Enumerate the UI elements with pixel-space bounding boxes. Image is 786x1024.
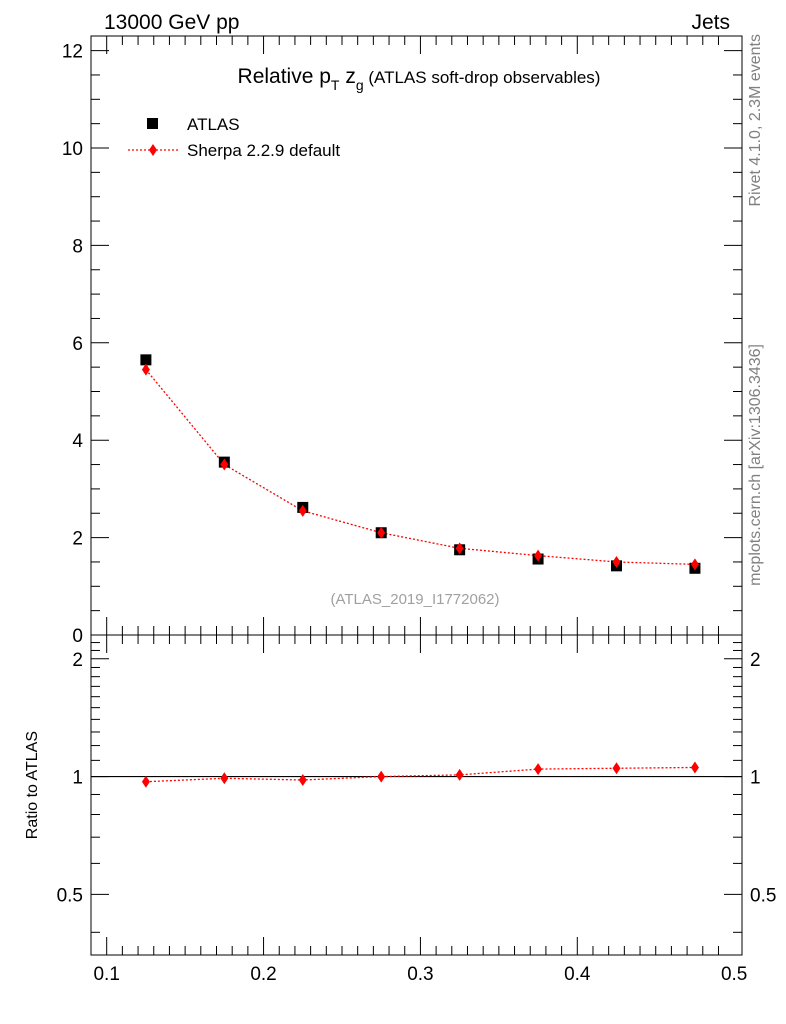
x-tick-label: 0.4 bbox=[564, 964, 591, 985]
legend-sherpa-label: Sherpa 2.2.9 default bbox=[187, 141, 340, 160]
ratio-point bbox=[298, 773, 307, 786]
mcplots-label: mcplots.cern.ch [arXiv:1306.3436] bbox=[747, 344, 764, 586]
process-label: Jets bbox=[691, 11, 730, 34]
x-axis: 0.1 0.2 0.3 0.4 0.5 bbox=[90, 36, 747, 985]
sherpa-point bbox=[534, 549, 543, 562]
ratio-y-label: Ratio to ATLAS bbox=[24, 731, 41, 839]
ratio-point bbox=[455, 768, 464, 781]
rivet-label: Rivet 4.1.0, 2.3M events bbox=[747, 34, 764, 207]
main-y-axis: 0 2 4 6 8 10 12 bbox=[62, 42, 742, 647]
ratio-point bbox=[377, 770, 386, 783]
energy-label: 13000 GeV pp bbox=[104, 11, 239, 34]
legend-atlas-label: ATLAS bbox=[187, 115, 240, 134]
ratio-point bbox=[612, 762, 621, 775]
ratio-series-layer bbox=[141, 761, 699, 788]
ratio-y-tick-label-left: 0.5 bbox=[57, 885, 83, 906]
x-tick-label: 0.3 bbox=[407, 964, 433, 985]
main-y-tick-label: 0 bbox=[72, 626, 83, 647]
x-tick-label: 0.5 bbox=[721, 964, 747, 985]
ratio-point bbox=[220, 772, 229, 785]
main-y-tick-label: 8 bbox=[72, 236, 83, 257]
ratio-y-tick-label-left: 1 bbox=[72, 768, 83, 789]
sherpa-point bbox=[455, 542, 464, 555]
sherpa-point bbox=[690, 558, 699, 571]
ratio-y-axis: 0.5 0.5 1 1 2 2 bbox=[57, 642, 776, 933]
main-y-tick-label: 6 bbox=[72, 334, 83, 355]
main-y-tick-label: 12 bbox=[62, 42, 83, 63]
main-y-tick-label: 10 bbox=[62, 139, 83, 160]
atlas-point bbox=[140, 354, 152, 366]
sherpa-point bbox=[377, 526, 386, 539]
sherpa-point bbox=[612, 555, 621, 568]
analysis-label: (ATLAS_2019_I1772062) bbox=[330, 591, 499, 608]
main-y-tick-label: 4 bbox=[72, 431, 83, 452]
x-tick-label: 0.2 bbox=[250, 964, 276, 985]
sherpa-point bbox=[141, 363, 150, 376]
legend-atlas-marker bbox=[147, 118, 158, 129]
ratio-point bbox=[141, 775, 150, 788]
main-series-layer bbox=[140, 354, 701, 574]
ratio-y-tick-label-left: 2 bbox=[72, 650, 83, 671]
ratio-point bbox=[690, 761, 699, 774]
legend: ATLAS Sherpa 2.2.9 default bbox=[128, 115, 340, 160]
sherpa-point bbox=[298, 504, 307, 517]
x-tick-label: 0.1 bbox=[93, 964, 119, 985]
ratio-y-tick-label-right: 0.5 bbox=[750, 885, 776, 906]
ratio-line bbox=[145, 766, 695, 783]
ratio-point bbox=[534, 763, 543, 776]
legend-sherpa-marker bbox=[149, 144, 157, 156]
ratio-plot-frame bbox=[90, 634, 743, 956]
sherpa-point bbox=[220, 458, 229, 471]
ratio-y-tick-label-right: 1 bbox=[750, 768, 761, 789]
plot-title: Relative pT zg (ATLAS soft-drop observab… bbox=[238, 65, 601, 93]
ratio-y-tick-label-right: 2 bbox=[750, 650, 761, 671]
main-y-tick-label: 2 bbox=[72, 529, 83, 550]
